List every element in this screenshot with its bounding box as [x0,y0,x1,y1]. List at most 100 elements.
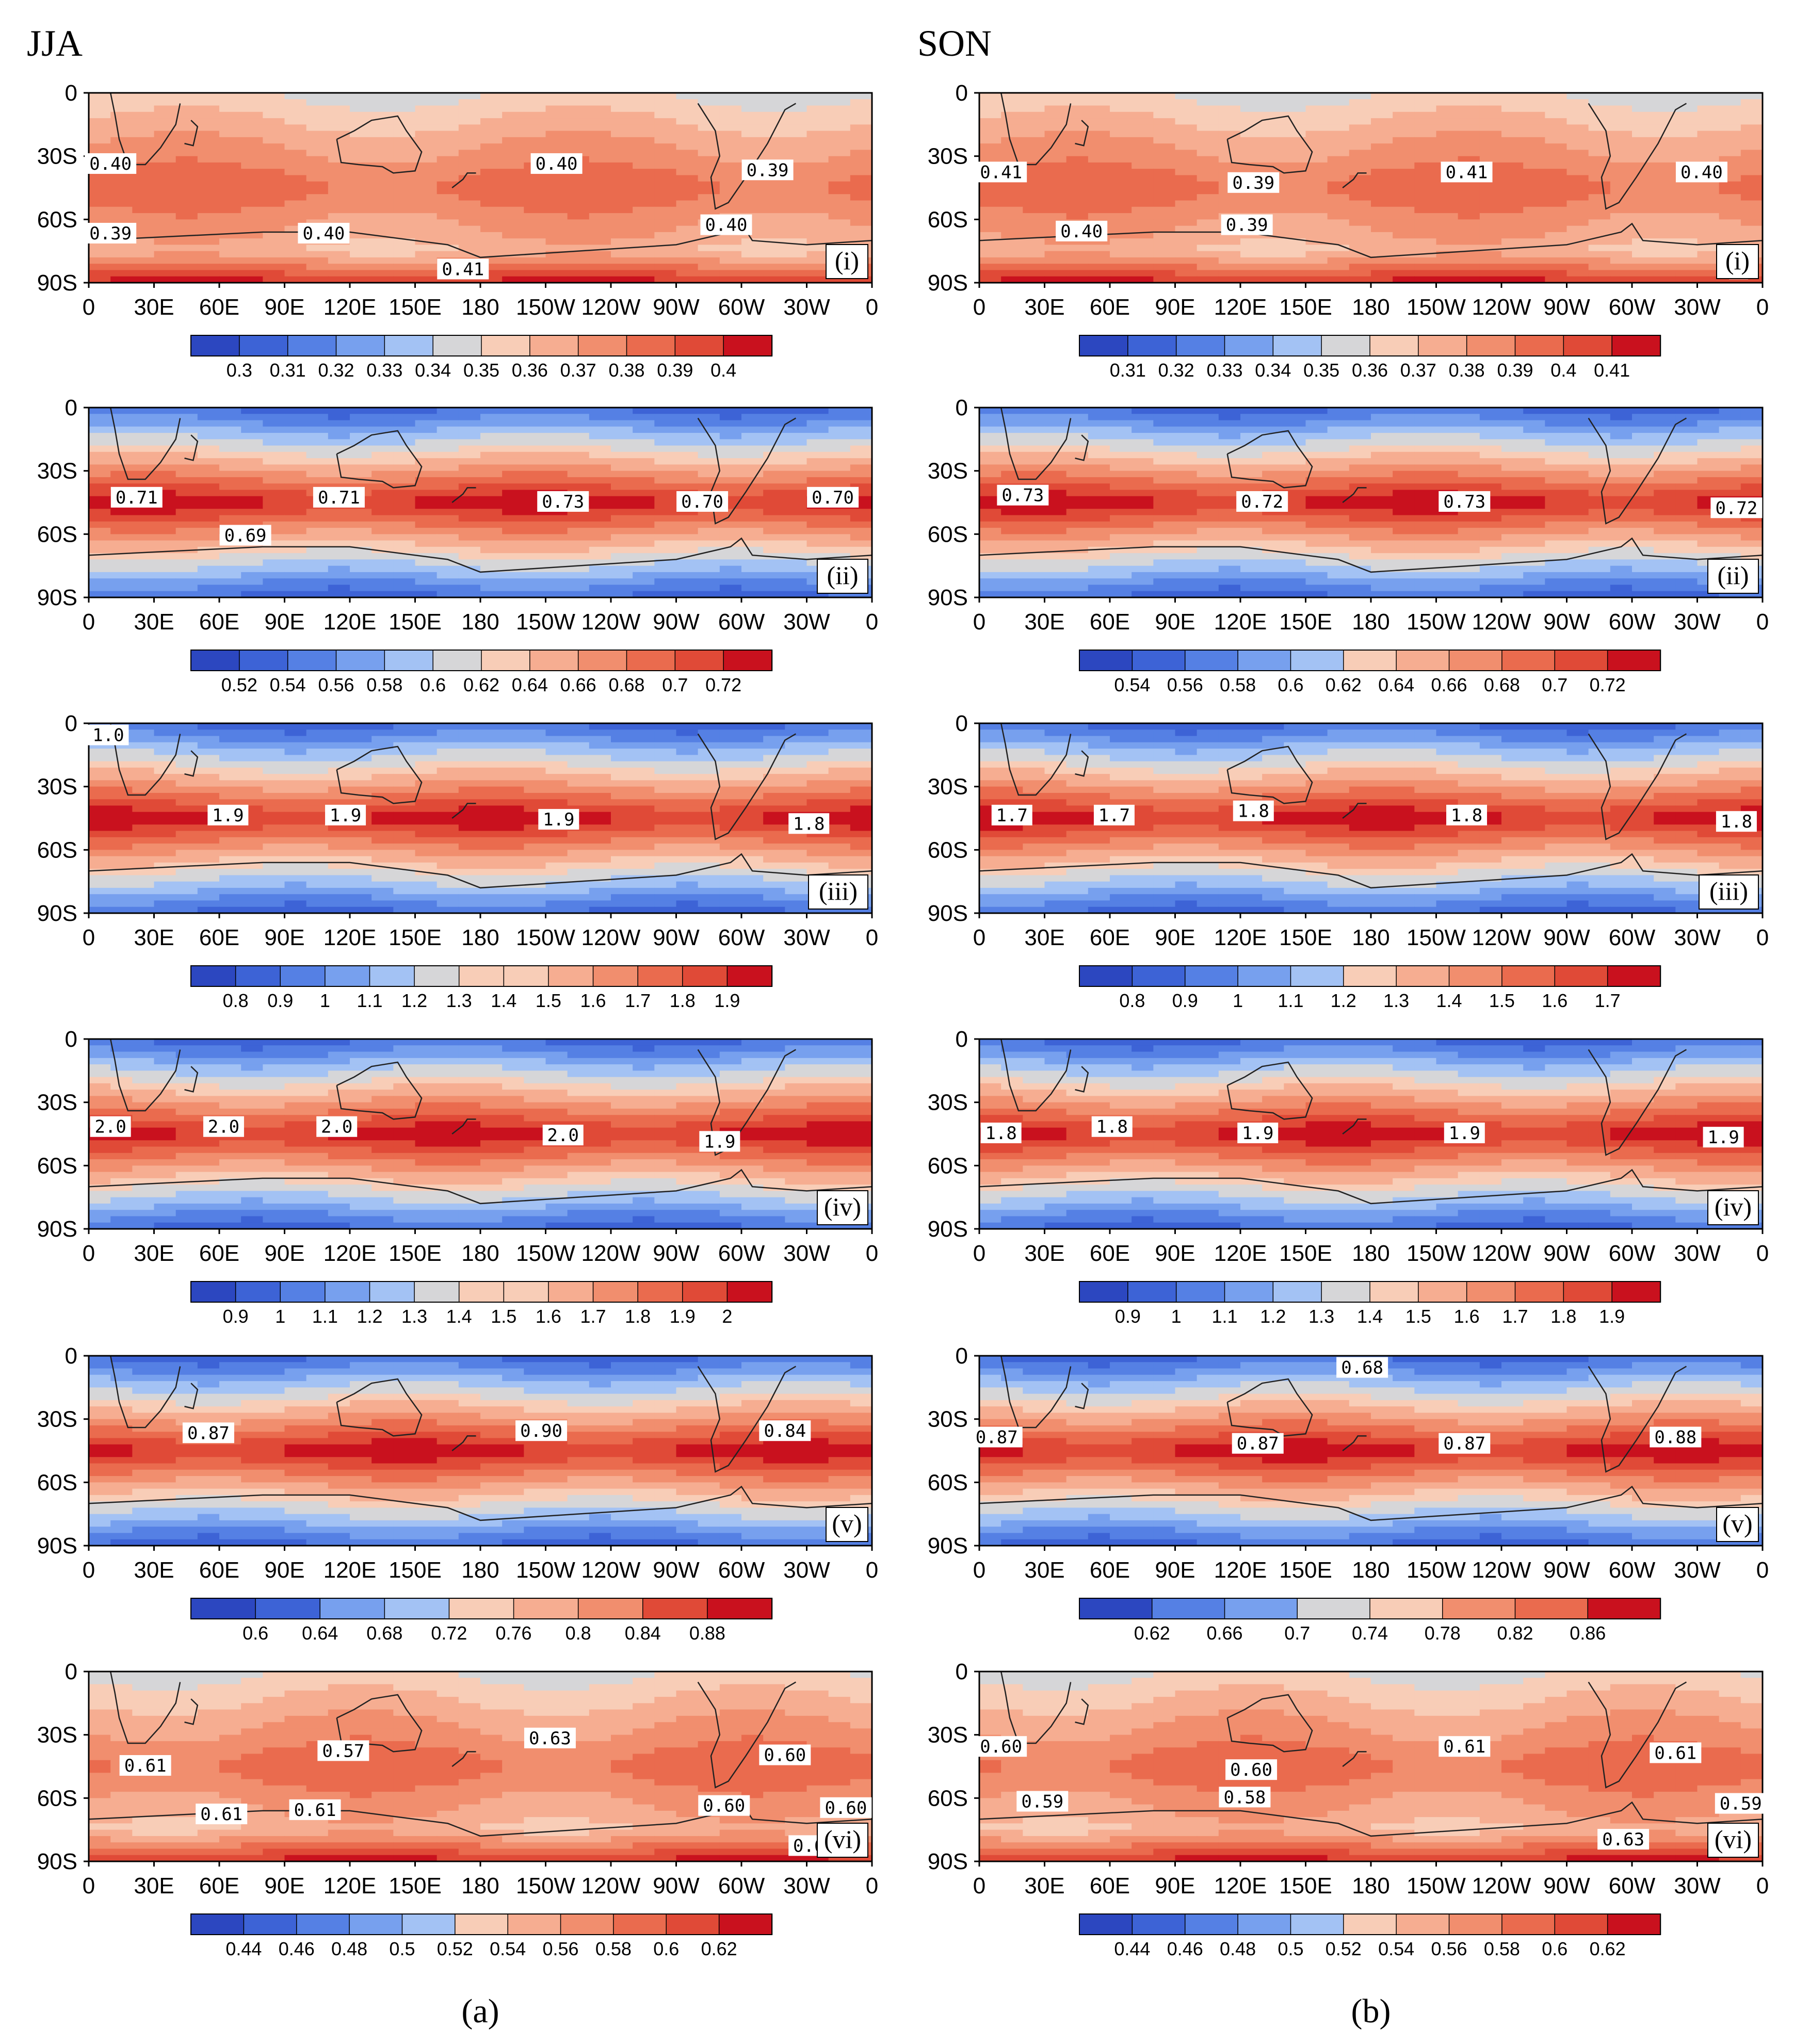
contour-cell [306,181,329,188]
contour-cell [263,245,285,252]
contour-cell [263,477,285,484]
contour-cell [350,786,372,793]
contour-cell [132,1165,155,1173]
contour-cell [110,894,133,901]
contour-cell [284,1210,307,1217]
contour-cell [698,1210,720,1217]
contour-cell [589,1165,611,1173]
contour-cell [284,729,307,737]
contour-cell [589,736,611,743]
contour-cell [328,869,350,875]
contour-cell [763,850,785,857]
contour-cell [263,1197,285,1204]
contour-cell [393,1146,416,1154]
contour-cell [633,1096,655,1103]
contour-cell [828,1108,851,1115]
contour-cell [219,477,241,484]
contour-cell [567,755,590,762]
contour-cell [89,1406,111,1413]
contour-cell [502,856,524,863]
contour-cell [458,869,481,875]
contour-cell [306,1172,329,1179]
contour-cell [350,1216,372,1223]
contour-cell [284,408,307,414]
contour-cell [785,875,807,882]
contour-cell [415,1165,438,1173]
contour-cell [175,150,198,157]
contour-cell [371,736,394,743]
contour-cell [284,900,307,907]
contour-cell [328,111,350,119]
contour-cell [524,1070,546,1078]
contour-cell [567,1374,590,1382]
contour-cell [132,93,155,100]
contour-cell [480,515,503,522]
contour-cell [850,862,872,869]
contour-cell [306,270,329,277]
contour-cell [719,156,742,163]
contour-cell [437,887,459,895]
contour-cell [763,490,785,497]
contour-cell [350,1210,372,1217]
contour-cell [502,1140,524,1147]
contour-cell [197,1159,220,1166]
contour-cell [241,105,263,112]
contour-cell [654,143,677,150]
contour-cell [480,843,503,850]
contour-cell [350,111,372,119]
contour-cell [524,477,546,484]
contour-cell [219,490,241,497]
contour-cell [567,1058,590,1065]
contour-cell [719,1387,742,1394]
contour-cell [371,1090,394,1096]
contour-cell [611,534,633,541]
contour-cell [567,1203,590,1210]
contour-cell [589,188,611,194]
contour-cell [458,111,481,119]
contour-cell [785,1216,807,1223]
contour-cell [350,150,372,157]
contour-cell [806,755,829,762]
contour-cell [741,875,764,882]
contour-cell [698,1090,720,1096]
contour-cell [219,1064,241,1071]
contour-cell [502,490,524,497]
contour-cell [698,471,720,478]
contour-cell [502,1134,524,1141]
contour-cell [306,1146,329,1154]
contour-cell [306,471,329,478]
contour-cell [741,572,764,579]
contour-cell [458,238,481,245]
contour-cell [611,742,633,749]
contour-cell [741,831,764,838]
contour-cell [306,1070,329,1078]
contour-cell [524,578,546,586]
contour-cell [437,433,459,440]
contour-cell [437,862,459,869]
contour-cell [350,93,372,100]
contour-cell [393,93,416,100]
contour-cell [589,490,611,497]
contour-cell [350,1172,372,1179]
contour-cell [611,900,633,907]
contour-cell [719,723,742,730]
contour-cell [480,1210,503,1217]
contour-cell [480,812,503,819]
contour-cell [654,471,677,478]
contour-cell [719,742,742,749]
contour-cell [545,755,568,762]
contour-cell [284,194,307,201]
contour-cell [502,194,524,201]
contour-cell [175,433,198,440]
contour-cell [175,1102,198,1109]
contour-cell [437,1058,459,1065]
contour-cell [654,175,677,182]
contour-cell [828,1077,851,1084]
contour-cell [828,1121,851,1128]
contour-cell [306,1362,329,1369]
contour-cell [763,780,785,787]
contour-cell [545,1096,568,1103]
contour-cell [458,1140,481,1147]
contour-cell [241,124,263,132]
